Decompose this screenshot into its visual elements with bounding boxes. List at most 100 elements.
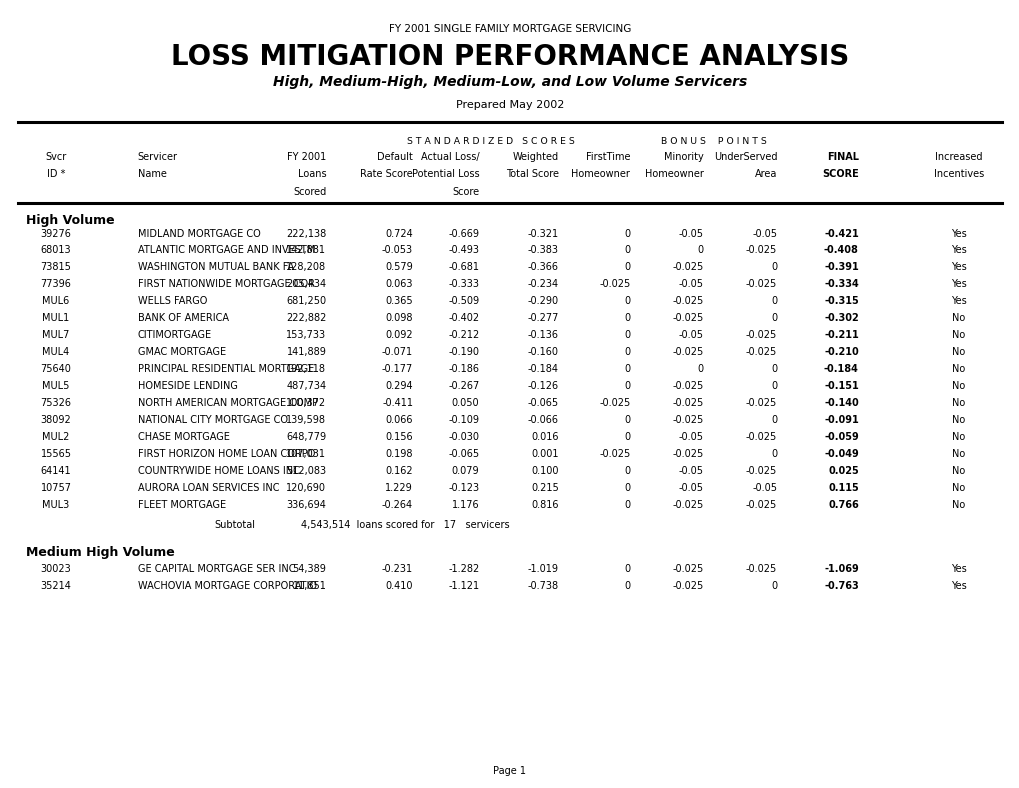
Text: -0.136: -0.136: [528, 330, 558, 340]
Text: -0.025: -0.025: [672, 449, 703, 459]
Text: Page 1: Page 1: [493, 766, 526, 776]
Text: Incentives: Incentives: [932, 169, 983, 180]
Text: -0.025: -0.025: [745, 280, 776, 289]
Text: 0.162: 0.162: [385, 466, 413, 476]
Text: MUL7: MUL7: [43, 330, 69, 340]
Text: -0.411: -0.411: [382, 398, 413, 408]
Text: 0.294: 0.294: [385, 381, 413, 391]
Text: Minority: Minority: [663, 152, 703, 162]
Text: Name: Name: [138, 169, 166, 180]
Text: ID *: ID *: [47, 169, 65, 180]
Text: -0.184: -0.184: [823, 364, 858, 374]
Text: Weighted: Weighted: [513, 152, 558, 162]
Text: Yes: Yes: [950, 296, 966, 307]
Text: 0: 0: [624, 500, 630, 510]
Text: Medium High Volume: Medium High Volume: [25, 547, 174, 559]
Text: WELLS FARGO: WELLS FARGO: [138, 296, 207, 307]
Text: No: No: [952, 482, 964, 492]
Text: -0.025: -0.025: [745, 500, 776, 510]
Text: No: No: [952, 398, 964, 408]
Text: -0.025: -0.025: [672, 564, 703, 574]
Text: -0.493: -0.493: [448, 246, 479, 255]
Text: Loans: Loans: [298, 169, 326, 180]
Text: -1.019: -1.019: [528, 564, 558, 574]
Text: -0.210: -0.210: [823, 347, 858, 357]
Text: 648,779: 648,779: [286, 432, 326, 442]
Text: -0.030: -0.030: [448, 432, 479, 442]
Text: -0.05: -0.05: [751, 482, 776, 492]
Text: 38092: 38092: [41, 414, 71, 425]
Text: ATLANTIC MORTGAGE AND INVESTM: ATLANTIC MORTGAGE AND INVESTM: [138, 246, 315, 255]
Text: GMAC MORTGAGE: GMAC MORTGAGE: [138, 347, 225, 357]
Text: 0: 0: [697, 364, 703, 374]
Text: 35214: 35214: [41, 581, 71, 591]
Text: 0: 0: [624, 313, 630, 323]
Text: Subtotal: Subtotal: [214, 521, 255, 530]
Text: 4,543,514  loans scored for   17   servicers: 4,543,514 loans scored for 17 servicers: [301, 521, 510, 530]
Text: -0.025: -0.025: [672, 500, 703, 510]
Text: 205,434: 205,434: [286, 280, 326, 289]
Text: -0.177: -0.177: [381, 364, 413, 374]
Text: 142,881: 142,881: [286, 246, 326, 255]
Text: 0: 0: [770, 581, 776, 591]
Text: No: No: [952, 414, 964, 425]
Text: No: No: [952, 313, 964, 323]
Text: MUL4: MUL4: [43, 347, 69, 357]
Text: -0.264: -0.264: [381, 500, 413, 510]
Text: -0.025: -0.025: [745, 564, 776, 574]
Text: Increased: Increased: [934, 152, 981, 162]
Text: -0.140: -0.140: [823, 398, 858, 408]
Text: 1.176: 1.176: [451, 500, 479, 510]
Text: UnderServed: UnderServed: [713, 152, 776, 162]
Text: -0.025: -0.025: [672, 347, 703, 357]
Text: -0.151: -0.151: [823, 381, 858, 391]
Text: 192,118: 192,118: [286, 364, 326, 374]
Text: 222,138: 222,138: [286, 229, 326, 239]
Text: HOMESIDE LENDING: HOMESIDE LENDING: [138, 381, 237, 391]
Text: 0.025: 0.025: [827, 466, 858, 476]
Text: -0.334: -0.334: [823, 280, 858, 289]
Text: No: No: [952, 364, 964, 374]
Text: Homeowner: Homeowner: [644, 169, 703, 180]
Text: -0.053: -0.053: [381, 246, 413, 255]
Text: -0.065: -0.065: [527, 398, 558, 408]
Text: No: No: [952, 466, 964, 476]
Text: -0.025: -0.025: [745, 246, 776, 255]
Text: Yes: Yes: [950, 229, 966, 239]
Text: Potential Loss: Potential Loss: [412, 169, 479, 180]
Text: -0.321: -0.321: [527, 229, 558, 239]
Text: LOSS MITIGATION PERFORMANCE ANALYSIS: LOSS MITIGATION PERFORMANCE ANALYSIS: [171, 43, 848, 72]
Text: -0.059: -0.059: [823, 432, 858, 442]
Text: 11,851: 11,851: [292, 581, 326, 591]
Text: No: No: [952, 432, 964, 442]
Text: 0.365: 0.365: [385, 296, 413, 307]
Text: FIRST NATIONWIDE MORTGAGE COR: FIRST NATIONWIDE MORTGAGE COR: [138, 280, 315, 289]
Text: -0.366: -0.366: [528, 262, 558, 273]
Text: MUL1: MUL1: [43, 313, 69, 323]
Text: 0.050: 0.050: [451, 398, 479, 408]
Text: No: No: [952, 330, 964, 340]
Text: No: No: [952, 500, 964, 510]
Text: -0.05: -0.05: [678, 482, 703, 492]
Text: 512,083: 512,083: [286, 466, 326, 476]
Text: Default: Default: [377, 152, 413, 162]
Text: WASHINGTON MUTUAL BANK FA: WASHINGTON MUTUAL BANK FA: [138, 262, 293, 273]
Text: Yes: Yes: [950, 581, 966, 591]
Text: WACHOVIA MORTGAGE CORPORATIO: WACHOVIA MORTGAGE CORPORATIO: [138, 581, 316, 591]
Text: -0.05: -0.05: [678, 330, 703, 340]
Text: 75640: 75640: [41, 364, 71, 374]
Text: MUL6: MUL6: [43, 296, 69, 307]
Text: 0: 0: [624, 581, 630, 591]
Text: 0.115: 0.115: [827, 482, 858, 492]
Text: -0.025: -0.025: [745, 398, 776, 408]
Text: -0.681: -0.681: [448, 262, 479, 273]
Text: 15565: 15565: [41, 449, 71, 459]
Text: NORTH AMERICAN MORTGAGE COMP: NORTH AMERICAN MORTGAGE COMP: [138, 398, 318, 408]
Text: BANK OF AMERICA: BANK OF AMERICA: [138, 313, 228, 323]
Text: -0.025: -0.025: [745, 347, 776, 357]
Text: -0.509: -0.509: [447, 296, 479, 307]
Text: Yes: Yes: [950, 262, 966, 273]
Text: -0.333: -0.333: [448, 280, 479, 289]
Text: 0: 0: [624, 262, 630, 273]
Text: Yes: Yes: [950, 280, 966, 289]
